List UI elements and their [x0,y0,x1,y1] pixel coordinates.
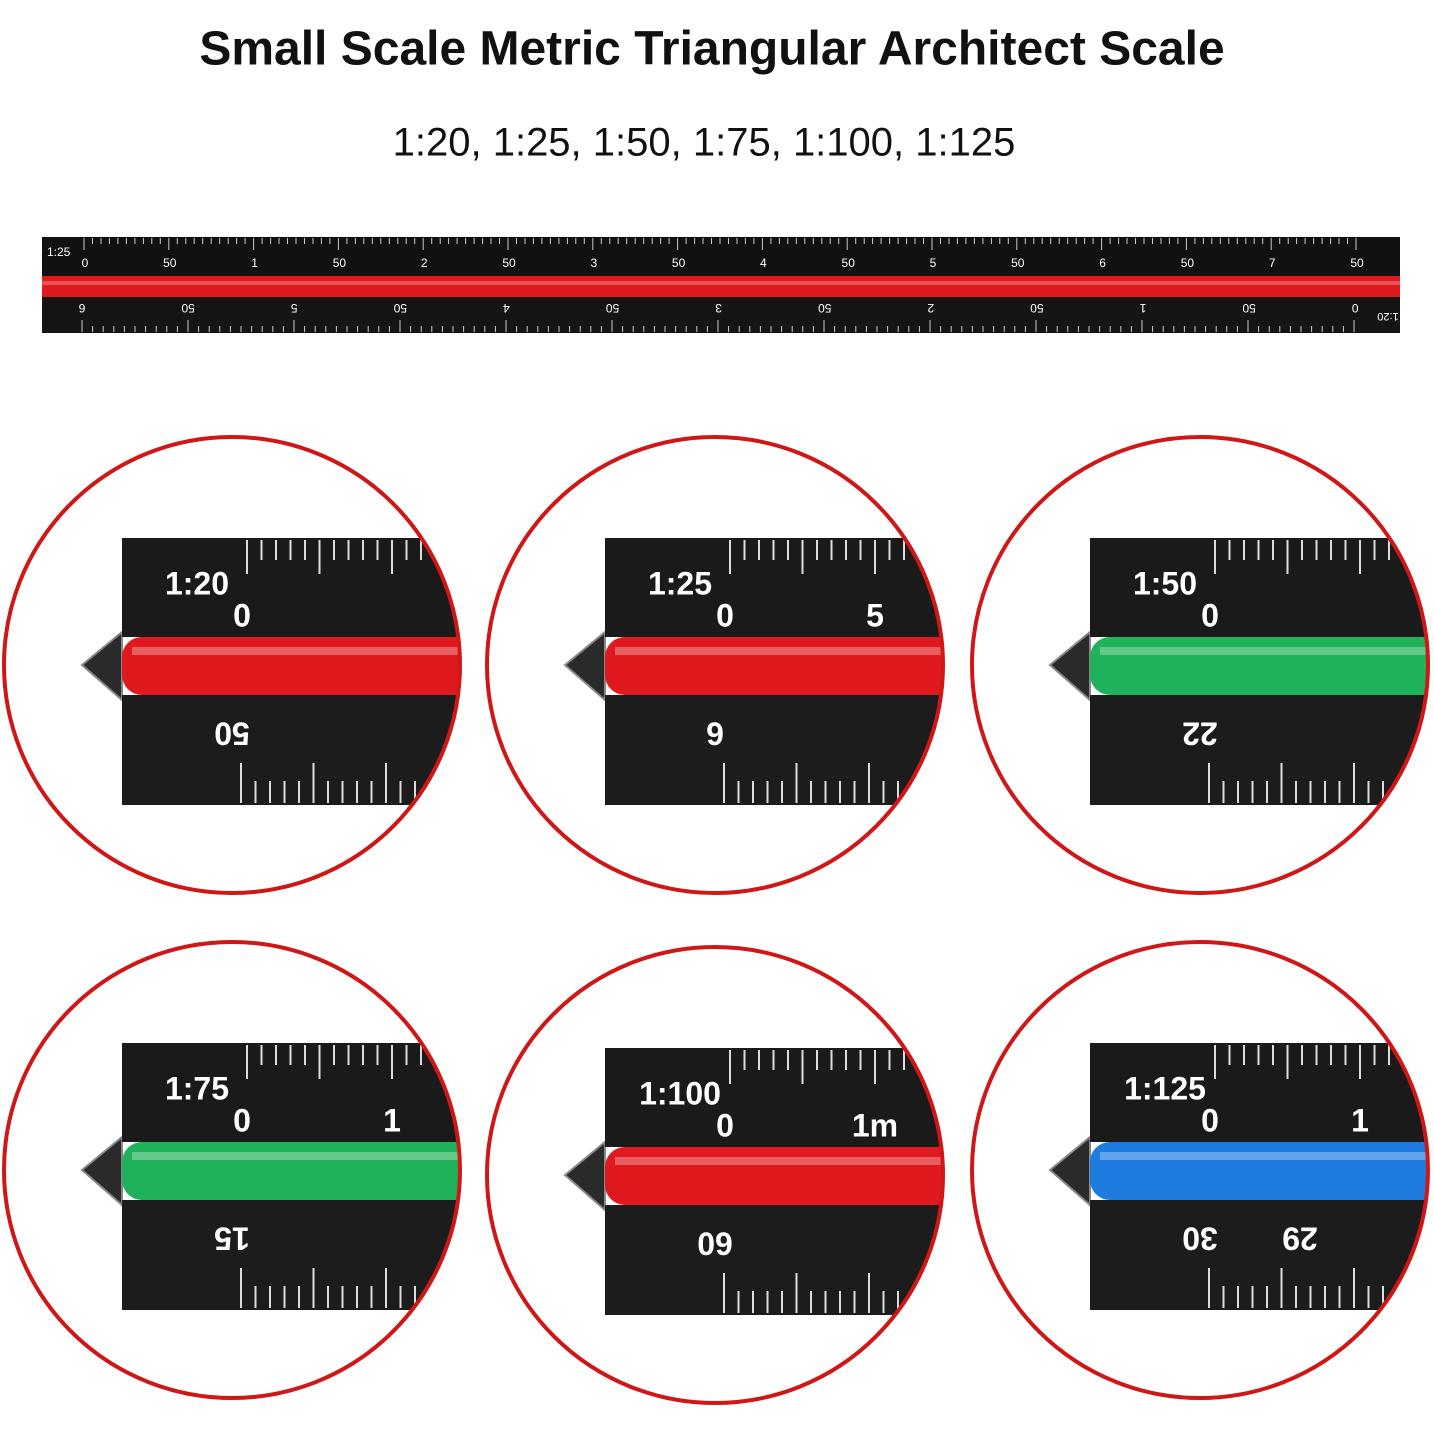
ruler-bottom-label: 3 [715,301,722,315]
stripe [605,1147,943,1205]
ruler-scale-label: 1:25 [47,245,71,259]
ruler-top-label: 50 [163,256,177,270]
stripe-shine [615,647,943,655]
ruler-top-label: 7 [1269,256,1276,270]
stripe-shine [1100,1152,1428,1160]
bottom-face [1090,695,1428,805]
ruler-top-label: 4 [760,256,767,270]
ruler-ticks [81,238,1357,332]
closeup-top-label: 1m [852,1107,898,1143]
closeup-ring [2,940,462,1400]
closeup-bottom-label: 22 [1182,716,1218,752]
closeup-ring [970,435,1430,895]
closeup-scale: 1:50 [1133,565,1197,601]
stripe-shine [132,647,460,655]
ruler-top-label: 50 [672,256,686,270]
closeup: 1:250 5 6 [563,538,943,805]
closeup-top-label: 0 [1201,597,1219,633]
closeup: 1:1250123029 [1048,1043,1428,1310]
ruler-bottom-label: 50 [181,301,195,315]
closeup-top-label: 1 [383,1102,401,1138]
tip [563,1139,606,1213]
title: Small Scale Metric Triangular Architect … [199,23,1224,76]
ruler-bottom-label: 50 [1030,301,1044,315]
ruler-bottom-label: 6 [78,301,85,315]
stripe-shine [1100,647,1428,655]
ruler-top-label: 2 [421,256,428,270]
closeup-scale: 1:20 [165,565,229,601]
closeup-top-label: 0 [716,597,734,633]
closeup-top-label: 0 [1201,1102,1219,1138]
tip [563,629,606,703]
ruler-bottom-label: 5 [291,301,298,315]
ruler-top-label: 50 [333,256,347,270]
bottom-face [1090,1200,1428,1310]
closeup-bottom-label: 6 [706,716,724,752]
ruler-top-label: 6 [1099,256,1106,270]
ruler-top-label: 5 [930,256,937,270]
closeup-top-label: 5 [866,597,884,633]
ruler-bottom-label: 0 [1352,301,1359,315]
ruler-top-label: 1 [251,256,258,270]
stripe [122,1142,460,1200]
tip [1048,1134,1091,1208]
closeup-scale: 1:100 [639,1075,721,1111]
stripe [1090,1142,1428,1200]
closeup-bottom-label: 60 [697,1226,733,1262]
ruler [42,237,1400,333]
ruler-bottom-label: 50 [606,301,620,315]
closeup-bottom-label: 50 [214,716,250,752]
closeup-top-label: 0 [233,597,251,633]
ruler-top-label: 50 [1181,256,1195,270]
ruler-bottom-label: 2 [927,301,934,315]
stripe-shine [132,1152,460,1160]
ruler-top-label: 0 [82,256,89,270]
bottom-face [605,695,943,805]
ruler-top-face [42,237,1400,277]
closeup-bottom-label: 15 [214,1221,250,1257]
bottom-face [122,695,460,805]
tip [1048,629,1091,703]
ruler-bottom-label: 50 [393,301,407,315]
ruler-top-label: 50 [1350,256,1364,270]
closeup-top-label: 0 [233,1102,251,1138]
closeup-scale: 1:25 [648,565,712,601]
closeup-ring [970,940,1430,1400]
closeup-bottom-label: 30 [1182,1221,1218,1257]
closeup-top-label: 1 [1351,1102,1369,1138]
closeup: 1:200 50 [80,538,460,805]
subtitle: 1:20, 1:25, 1:50, 1:75, 1:100, 1:125 [393,121,1016,165]
closeup-ring [2,435,462,895]
ruler-bottom-label: 50 [1242,301,1256,315]
tip [80,629,123,703]
ruler-top-label: 3 [590,256,597,270]
ruler-top-label: 50 [1011,256,1025,270]
closeup-top-label: 0 [716,1107,734,1143]
ruler-scale-label: 1:20 [1377,310,1398,322]
closeup-ring [485,435,945,895]
stripe-shine [42,281,1400,285]
closeup-scale: 1:125 [1124,1070,1206,1106]
tip [80,1134,123,1208]
ruler-stripe [42,276,1400,297]
stripe [122,637,460,695]
closeup: 1:750 1 15 [80,1043,460,1310]
closeup-ring [485,945,945,1405]
ruler-bottom-label: 50 [818,301,832,315]
bottom-face [122,1200,460,1310]
bottom-face [605,1205,943,1315]
stripe [605,637,943,695]
closeup-bottom-label: 29 [1282,1221,1318,1257]
ruler-bottom-label: 1 [1139,301,1146,315]
closeup-scale: 1:75 [165,1070,229,1106]
ruler-top-label: 50 [842,256,856,270]
closeup: 1:500 22 [1048,538,1428,805]
stripe-shine [615,1157,943,1165]
ruler-top-label: 50 [502,256,516,270]
stripe [1090,637,1428,695]
ruler-bottom-label: 4 [503,301,510,315]
